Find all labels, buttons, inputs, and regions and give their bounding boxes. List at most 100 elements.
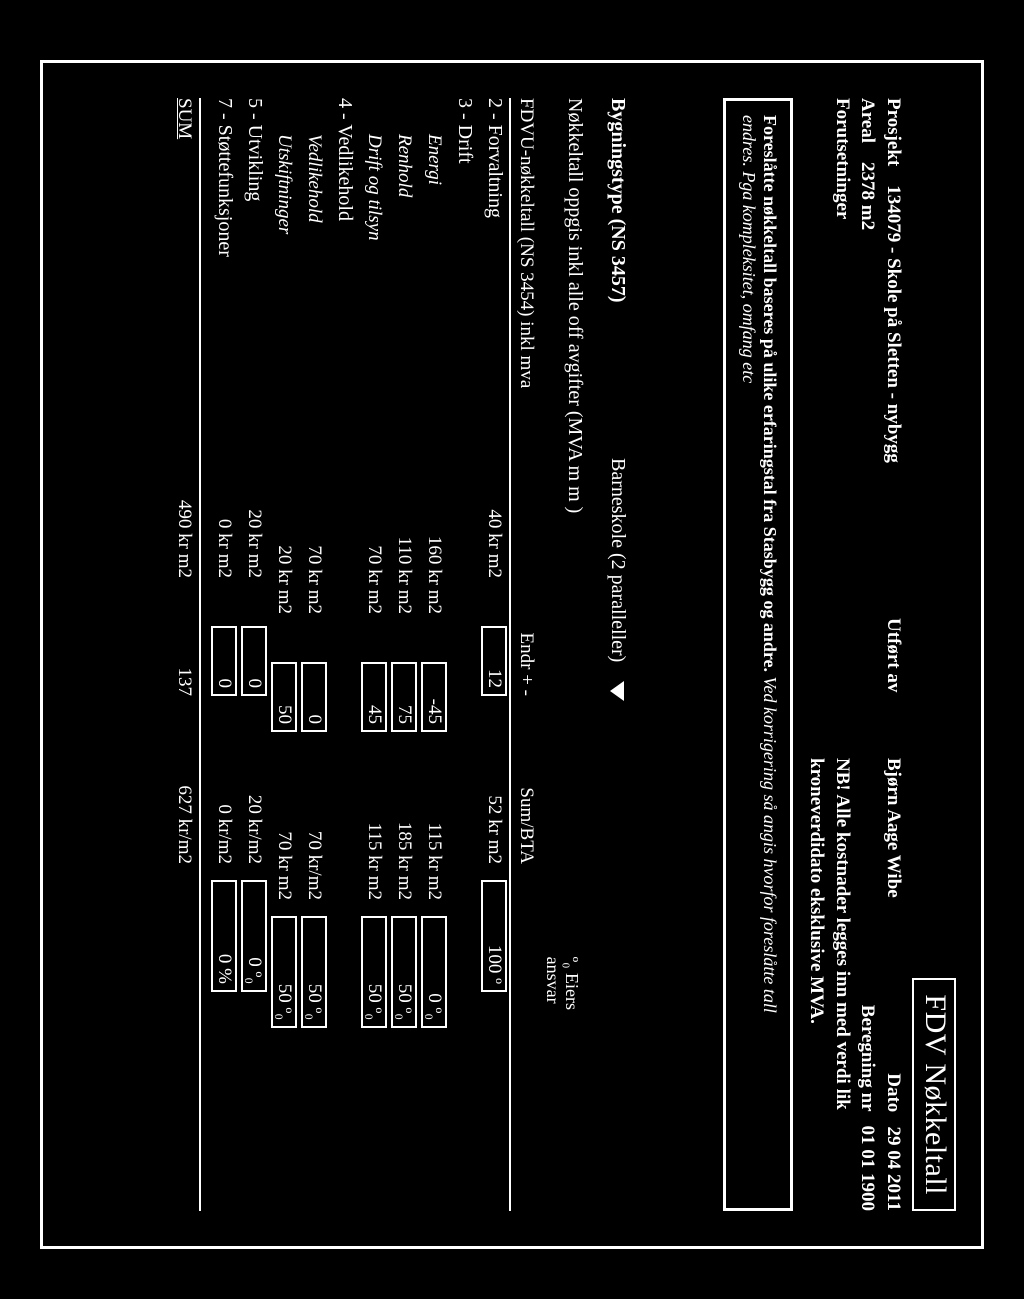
table-row: 7 - Støttefunksjoner0 kr m2 0 0 kr/m2 0 % (209, 98, 239, 1211)
table-row: 4 - Vedlikehold (329, 98, 359, 1211)
table-cell: -45 (421, 622, 447, 740)
page-title: FDV Nøkkeltall (912, 978, 956, 1211)
table-cell: 0 kr m2 (213, 428, 235, 586)
table-row: 3 - Drift (449, 98, 479, 1211)
performed-by-value: Bjørn Aage Wibe (880, 758, 906, 1073)
note-box: Foreslåtte nøkkeltall baseres på ulike e… (723, 98, 793, 1211)
table-cell: 45 (361, 622, 387, 740)
table-cell: 0 º₀ (421, 908, 447, 1036)
th-sum: Sum/BTA (515, 704, 537, 872)
calc-label: Beregning nr (857, 1005, 878, 1111)
table-cell: Drift og tilsyn (363, 98, 385, 464)
project-label: Prosjekt (883, 98, 904, 166)
dropdown-arrow-icon[interactable] (610, 681, 624, 701)
table-cell: 0 (241, 586, 267, 704)
bygningstype-value: Barneskole (2 paralleller) (607, 458, 629, 662)
table-cell: 20 kr m2 (243, 428, 265, 586)
th-owner: º₀ Eiers ansvar (515, 872, 537, 1000)
table-cell: Vedlikehold (303, 98, 325, 464)
table-cell: 20 kr/m2 (243, 704, 265, 872)
th-owner-2: ansvar (542, 957, 562, 1010)
table-row: Energi160 kr m2 -45 115 kr m2 0 º₀ (419, 98, 449, 1211)
table-cell: 12 (481, 586, 507, 704)
input-cell[interactable]: 75 (391, 662, 417, 732)
input-cell[interactable]: 0 (301, 662, 327, 732)
table-cell: 115 kr m2 (363, 740, 385, 908)
note-bold: Foreslåtte nøkkeltall baseres på ulike e… (760, 115, 780, 672)
table-row: Utskiftninger20 kr m2 50 70 kr m2 50 º₀ (269, 98, 299, 1211)
th-label: FDVU-nøkkeltall (NS 3454) inkl mva (515, 98, 537, 428)
table-cell: Energi (423, 98, 445, 464)
sum-label: SUM (173, 98, 195, 428)
table-row: Renhold110 kr m2 75 185 kr m2 50 º₀ (389, 98, 419, 1211)
table-cell: 50 º₀ (391, 908, 417, 1036)
input-cell[interactable]: 50 (271, 662, 297, 732)
table-cell: 0 º₀ (241, 872, 267, 1000)
input-cell[interactable]: 100 º (481, 880, 507, 992)
performed-by-label: Utført av (883, 618, 904, 692)
input-cell[interactable]: 0 % (211, 880, 237, 992)
table-cell: 110 kr m2 (393, 464, 415, 622)
table-cell: 4 - Vedlikehold (333, 98, 356, 428)
table-cell: 160 kr m2 (423, 464, 445, 622)
assumptions-label: Forutsetninger (832, 98, 853, 219)
fdvu-table: FDVU-nøkkeltall (NS 3454) inkl mva Endr … (173, 98, 537, 1211)
th-owner-1: º₀ Eiers (562, 957, 582, 1010)
input-cell[interactable]: 0 º₀ (421, 916, 447, 1028)
project-value: 134079 - Skole på Sletten - nybygg (883, 185, 904, 463)
area-value: 2378 m2 (857, 162, 878, 230)
table-cell: 75 (391, 622, 417, 740)
table-cell: 52 kr m2 (483, 704, 505, 872)
input-cell[interactable]: -45 (421, 662, 447, 732)
header-bar: FDV Nøkkeltall (912, 98, 956, 1211)
date-label: Dato (883, 1073, 904, 1112)
table-cell: 70 kr m2 (273, 740, 295, 908)
table-cell: 70 kr m2 (363, 464, 385, 622)
input-cell[interactable]: 0 (211, 626, 237, 696)
meta-block: Prosjekt 134079 - Skole på Sletten - nyb… (803, 98, 906, 1211)
note-italic2: endres. Pga kompleksitet, omfang etc (739, 115, 759, 383)
table-cell: 100 º (481, 872, 507, 1000)
input-cell[interactable]: 0 (241, 626, 267, 696)
date-value: 29 04 2011 (883, 1127, 904, 1211)
table-cell: 0 (211, 586, 237, 704)
table-row: 2 - Forvaltning40 kr m21252 kr m2100 º (479, 98, 509, 1211)
table-cell: 0 kr/m2 (213, 704, 235, 872)
table-cell: 50 (271, 622, 297, 740)
table-row: 5 - Utvikling20 kr m2020 kr/m20 º₀ (239, 98, 269, 1211)
nb-line: NB! Alle kostnader legges inn med verdi … (806, 758, 853, 1110)
nokkeltall-line: Nøkkeltall oppgis inkl alle off avgifter… (564, 98, 586, 513)
table-cell: 115 kr m2 (423, 740, 445, 908)
table-cell: 40 kr m2 (483, 428, 505, 586)
input-cell[interactable]: 50 º₀ (301, 916, 327, 1028)
input-cell[interactable]: 50 º₀ (391, 916, 417, 1028)
table-row: Vedlikehold70 kr m2070 kr/m250 º₀ (299, 98, 329, 1211)
note-italic1: Ved korrigering så angis hvorfor foreslå… (760, 677, 780, 1013)
calc-value: 01 01 1900 (857, 1126, 878, 1212)
th-endr: Endr + - (515, 586, 537, 704)
table-cell: Renhold (393, 98, 415, 464)
table-cell: Utskiftninger (273, 98, 295, 464)
table-cell: 0 (301, 622, 327, 740)
sum-c3: 137 (173, 586, 195, 704)
table-cell: 50 º₀ (361, 908, 387, 1036)
input-cell[interactable]: 45 (361, 662, 387, 732)
table-cell: 50 º₀ (271, 908, 297, 1036)
bygningstype-label: Bygningstype (NS 3457) (607, 98, 629, 302)
table-cell: 20 kr m2 (273, 464, 295, 622)
table-cell: 7 - Støttefunksjoner (213, 98, 236, 428)
header-filler (912, 98, 938, 978)
input-cell[interactable]: 50 º₀ (271, 916, 297, 1028)
area-label: Areal (857, 98, 878, 143)
table-cell: 185 kr m2 (393, 740, 415, 908)
table-cell: 0 % (211, 872, 237, 1000)
table-cell: 3 - Drift (453, 98, 476, 428)
input-cell[interactable]: 0 º₀ (241, 880, 267, 992)
table-row: Drift og tilsyn70 kr m2 45 115 kr m2 50 º₀ (359, 98, 389, 1211)
table-cell: 50 º₀ (301, 908, 327, 1036)
input-cell[interactable]: 50 º₀ (361, 916, 387, 1028)
table-cell: 70 kr m2 (303, 464, 325, 622)
dark-strip (657, 98, 715, 1211)
sum-c2: 490 kr m2 (173, 428, 195, 586)
input-cell[interactable]: 12 (481, 626, 507, 696)
